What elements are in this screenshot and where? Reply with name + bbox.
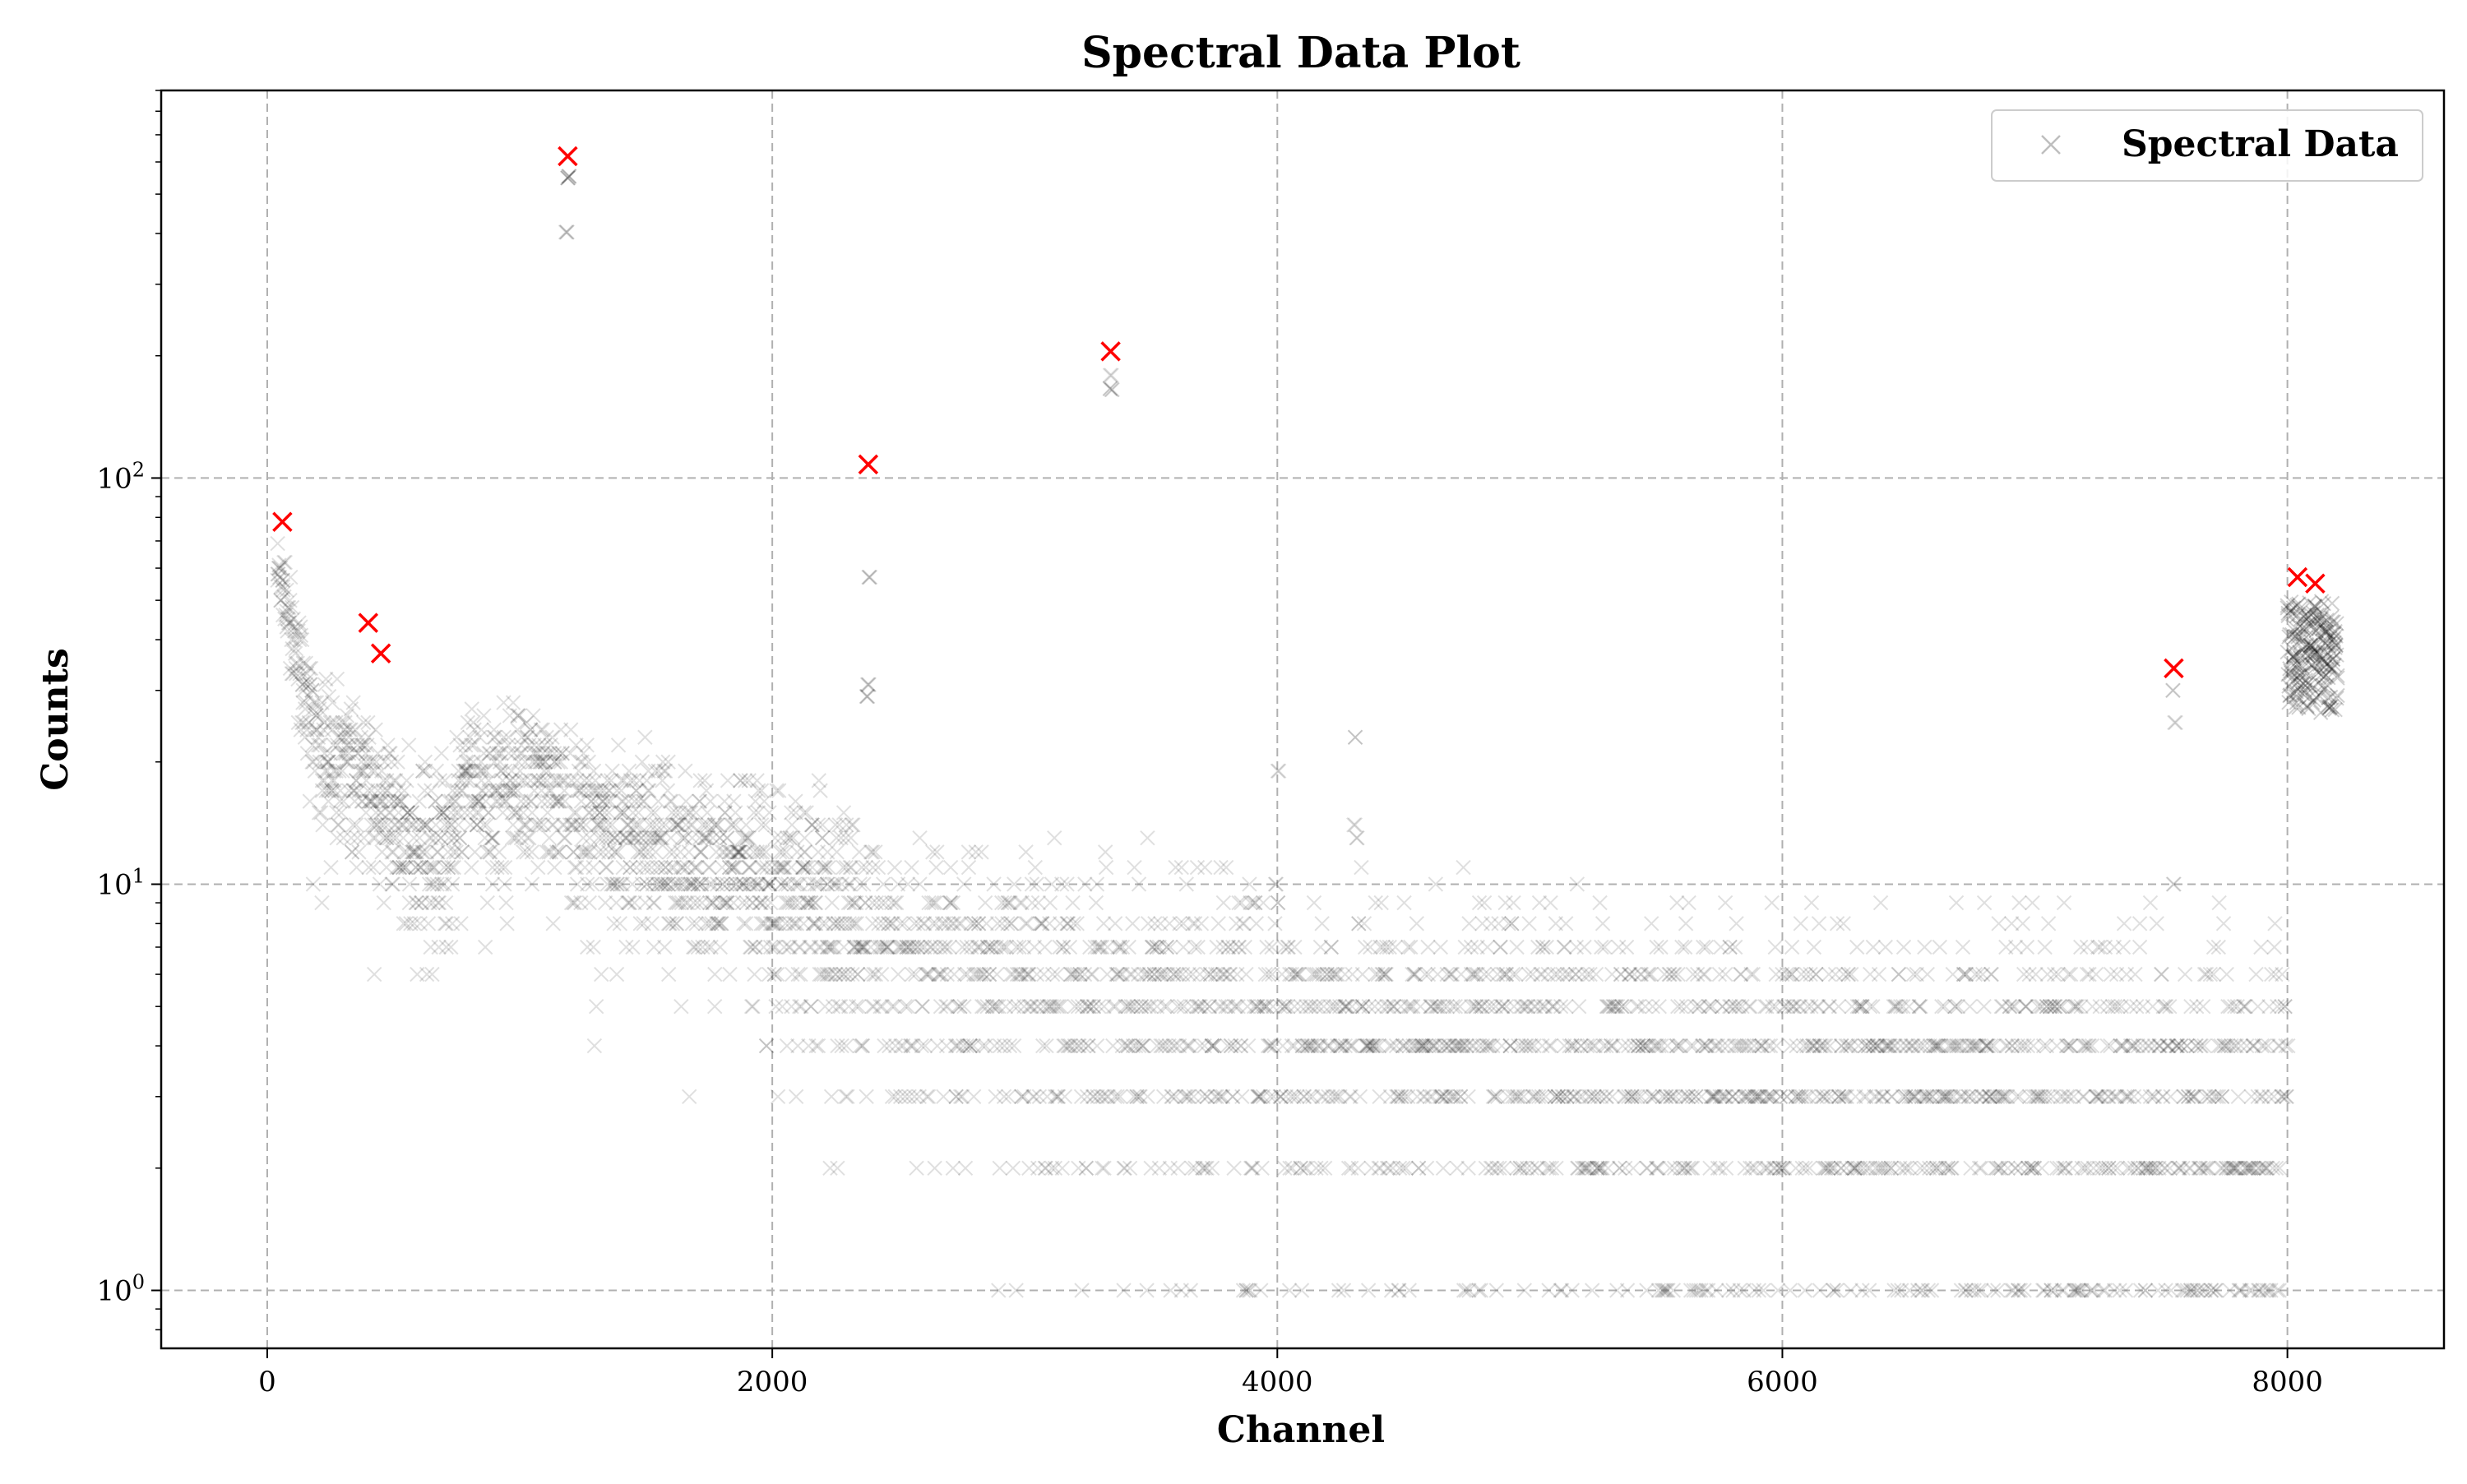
y-axis-label: Counts — [35, 648, 76, 790]
legend-label-spectral-data: Spectral Data — [2122, 123, 2399, 165]
x-axis-label: Channel — [1217, 1409, 1385, 1451]
x-tick-label: 8000 — [2252, 1366, 2323, 1398]
x-tick-label: 2000 — [737, 1366, 808, 1398]
x-tick-label: 6000 — [1747, 1366, 1818, 1398]
x-tick-label: 0 — [258, 1366, 276, 1398]
chart-title: Spectral Data Plot — [1081, 28, 1520, 78]
x-tick-label: 4000 — [1242, 1366, 1313, 1398]
legend: Spectral Data — [1992, 110, 2423, 181]
